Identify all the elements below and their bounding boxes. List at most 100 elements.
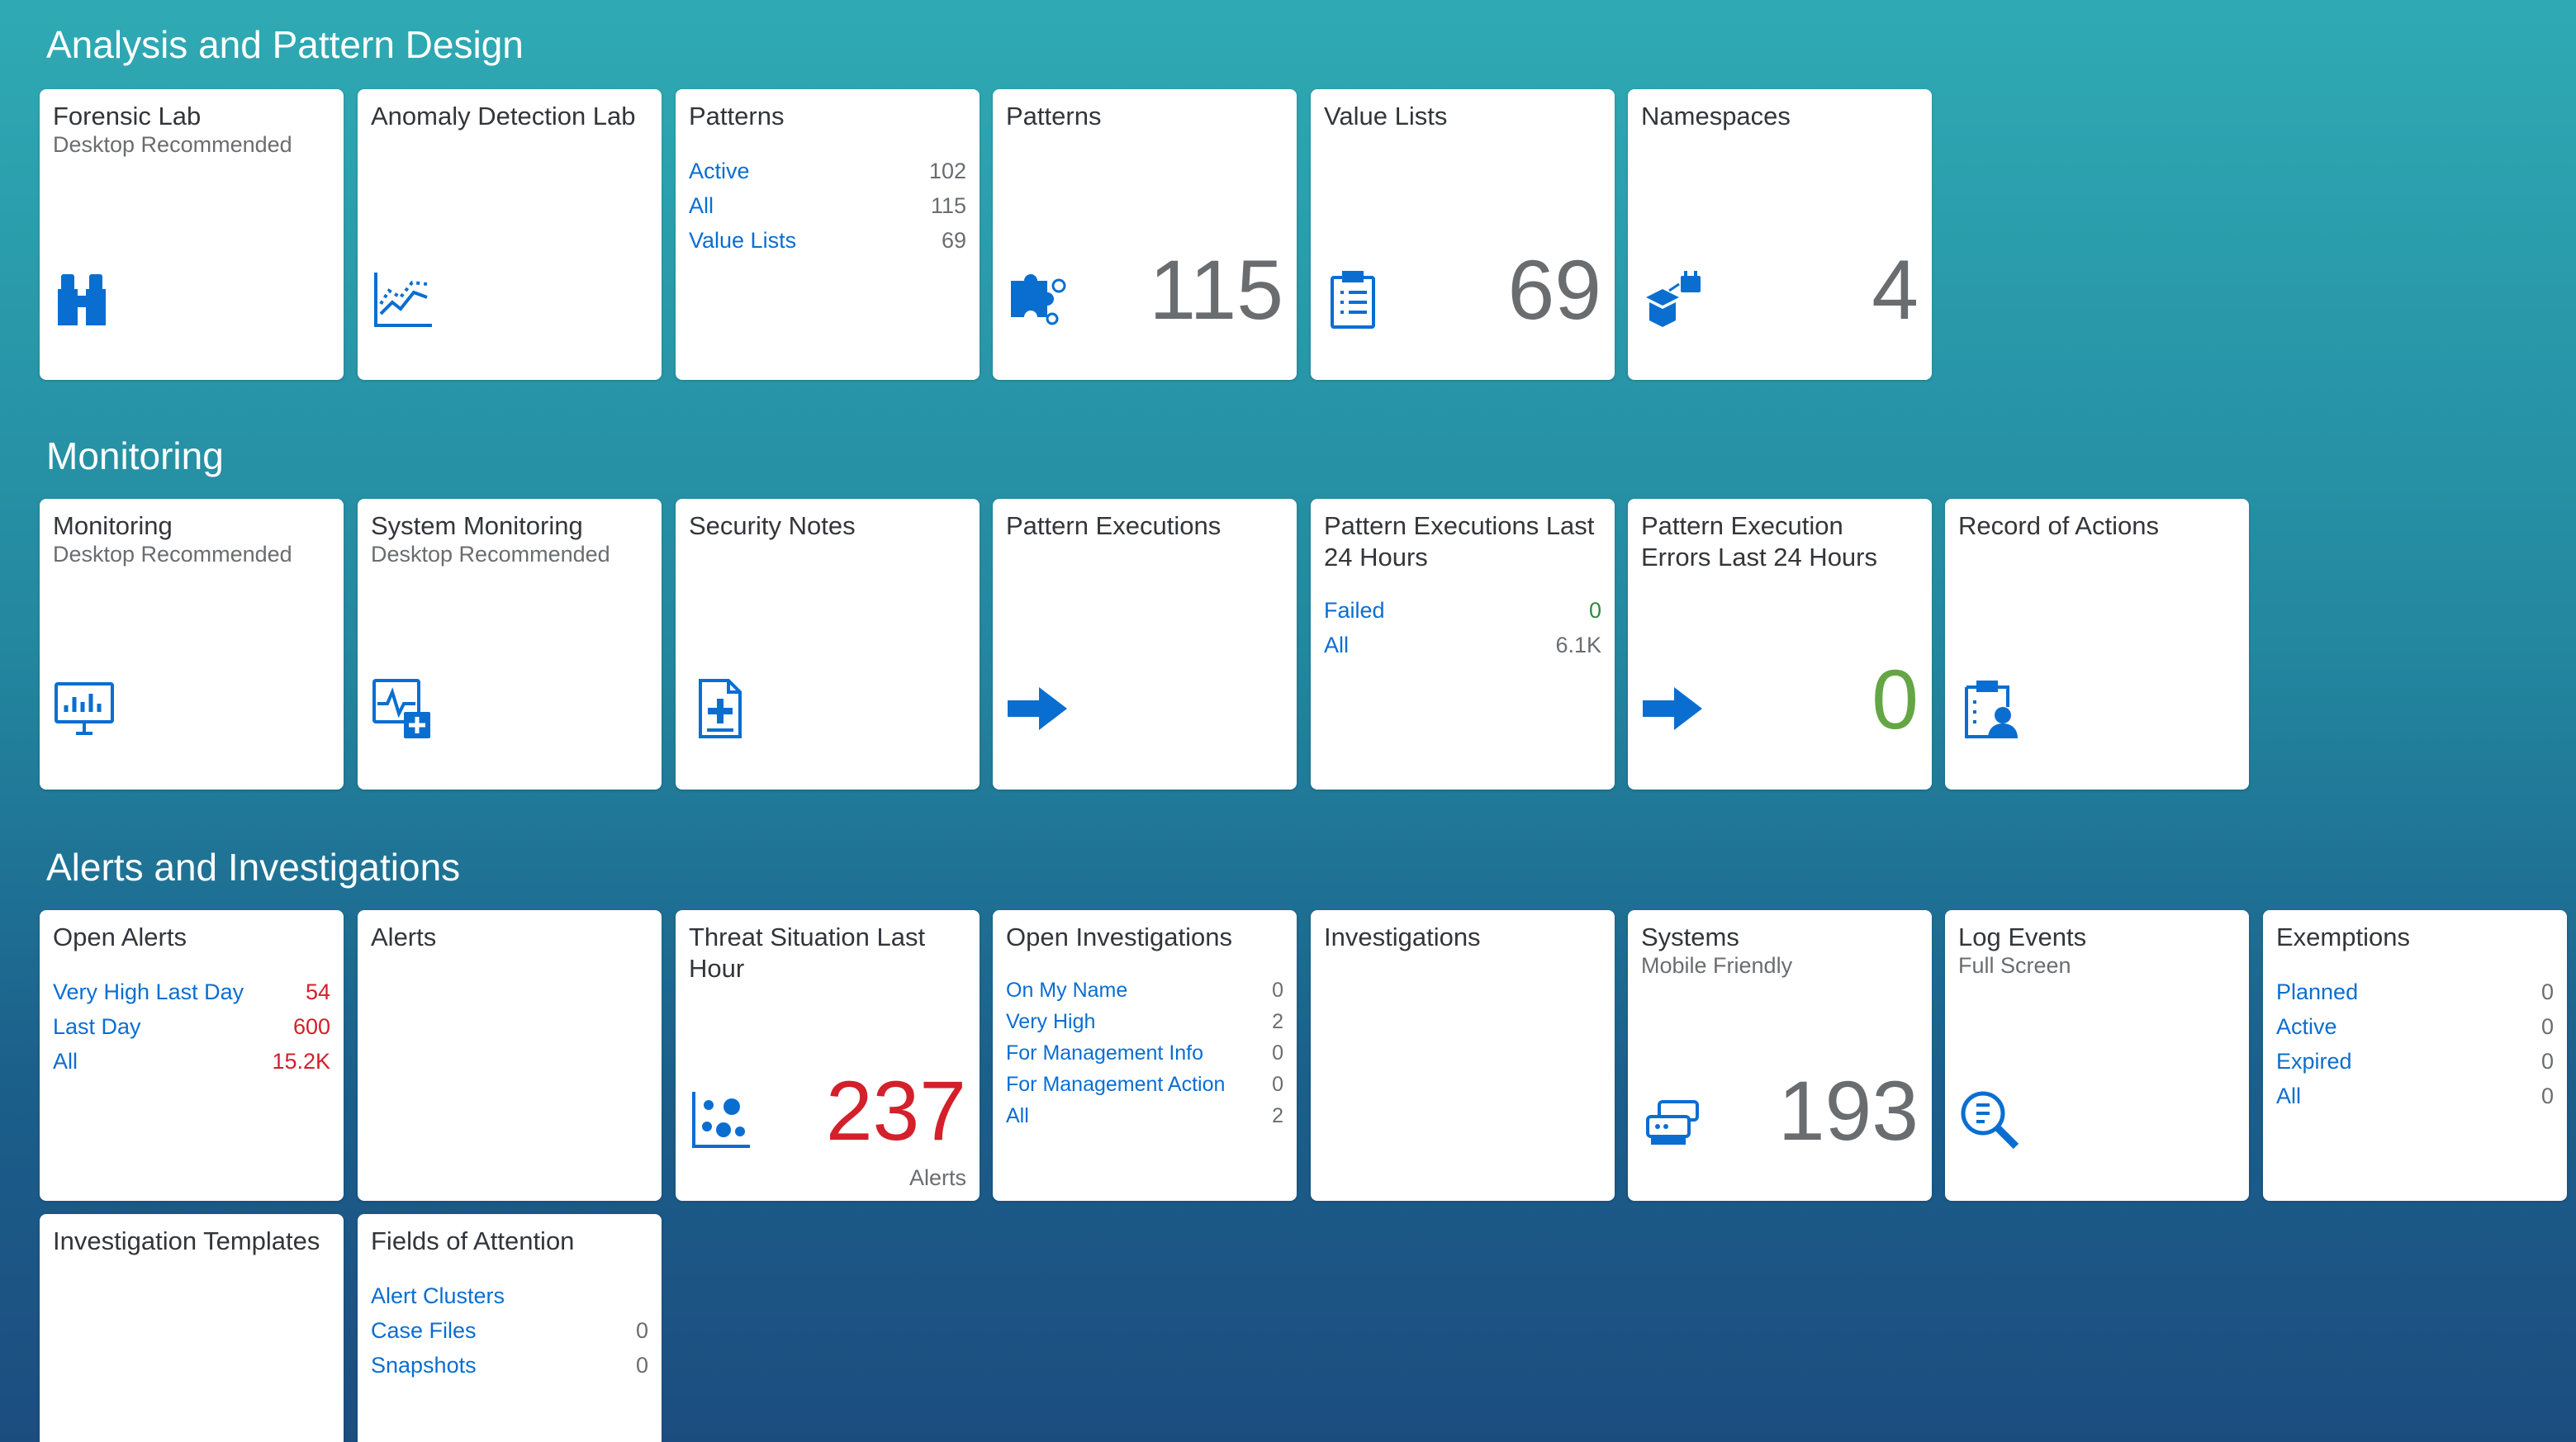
list-item-value: 115 [930, 193, 966, 218]
puzzle-icon [1004, 266, 1070, 332]
tile-threat-situation[interactable]: Threat Situation Last Hour 237 Alerts [676, 910, 980, 1201]
tile-namespaces[interactable]: Namespaces 4 [1628, 89, 1932, 380]
list-item[interactable]: Very High Last Day 54 [53, 975, 330, 1009]
kpi-value: 115 [1149, 243, 1283, 337]
list-item-value: 0 [635, 1353, 648, 1378]
list-item[interactable]: On My Name 0 [1006, 975, 1283, 1006]
tile-title: Alerts [371, 923, 437, 951]
list-item-value: 2 [1272, 1010, 1283, 1033]
list-item-label: All [2276, 1084, 2302, 1108]
tile-title: Systems [1641, 923, 1739, 951]
tile-title: System Monitoring [371, 511, 583, 540]
list-item[interactable]: Active 102 [689, 154, 966, 188]
list-item[interactable]: All 0 [2276, 1079, 2554, 1113]
tile-record-of-actions[interactable]: Record of Actions [1945, 499, 2249, 790]
list-item-label: Expired [2276, 1049, 2352, 1074]
list-item[interactable]: Very High 2 [1006, 1006, 1283, 1037]
arrow-right-icon [1639, 676, 1705, 742]
tile-title: Fields of Attention [371, 1226, 575, 1255]
tile-patterns-list[interactable]: Patterns Active 102 All 115 Value Lists 69 [676, 89, 980, 380]
list-item[interactable]: All 6.1K [1324, 628, 1601, 662]
list-item[interactable]: For Management Info 0 [1006, 1037, 1283, 1069]
list-item-value: 0 [1272, 1041, 1283, 1065]
tile-system-monitoring[interactable]: System Monitoring Desktop Recommended [358, 499, 662, 790]
tile-subtitle: Desktop Recommended [53, 132, 292, 157]
tile-title: Security Notes [689, 511, 856, 540]
binoculars-icon [51, 266, 117, 332]
list-item-label: Planned [2276, 980, 2359, 1004]
list-item-label: Last Day [53, 1014, 141, 1039]
list-item-value: 6.1K [1555, 633, 1601, 657]
kpi-value: 69 [1507, 243, 1601, 337]
section-title-analysis: Analysis and Pattern Design [46, 23, 524, 66]
tile-open-investigations[interactable]: Open Investigations On My Name 0 Very Hig… [993, 910, 1297, 1201]
tile-pattern-executions[interactable]: Pattern Executions [993, 499, 1297, 790]
tile-title: Open Investigations [1006, 923, 1233, 951]
list-item[interactable]: All 15.2K [53, 1044, 330, 1079]
list-item[interactable]: Failed 0 [1324, 593, 1601, 628]
open-alerts-list: Very High Last Day 54 Last Day 600 All 15.2… [53, 975, 330, 1079]
tile-forensic-lab[interactable]: Forensic Lab Desktop Recommended [40, 89, 344, 380]
list-item[interactable]: Active 0 [2276, 1009, 2554, 1044]
list-item-value: 15.2K [272, 1049, 330, 1074]
clipboard-person-icon [1957, 676, 2023, 742]
tile-title: Record of Actions [1958, 511, 2159, 540]
list-item[interactable]: All 2 [1006, 1100, 1283, 1131]
list-item-value: 102 [928, 159, 966, 183]
list-item[interactable]: Case Files 0 [371, 1313, 648, 1348]
tile-log-events[interactable]: Log Events Full Screen [1945, 910, 2249, 1201]
tile-fields-of-attention[interactable]: Fields of Attention Alert Clusters Case … [358, 1214, 662, 1442]
list-item[interactable]: Alert Clusters [371, 1278, 648, 1313]
tile-security-notes[interactable]: Security Notes [676, 499, 980, 790]
list-item-value: 0 [2540, 1049, 2554, 1074]
kpi-value: 193 [1777, 1064, 1919, 1158]
tile-investigations[interactable]: Investigations [1311, 910, 1615, 1201]
tile-pattern-errors-24h[interactable]: Pattern Execution Errors Last 24 Hours 0 [1628, 499, 1932, 790]
tile-value-lists[interactable]: Value Lists 69 [1311, 89, 1615, 380]
list-item-value: 69 [941, 228, 966, 253]
monitor-chart-icon [51, 676, 117, 742]
tile-title: Anomaly Detection Lab [371, 102, 636, 130]
list-item[interactable]: Snapshots 0 [371, 1348, 648, 1383]
list-item[interactable]: Planned 0 [2276, 975, 2554, 1009]
tile-title: Monitoring [53, 511, 173, 540]
list-item[interactable]: Last Day 600 [53, 1009, 330, 1044]
fields-of-attention-list: Alert Clusters Case Files 0 Snapshots 0 [371, 1278, 648, 1383]
list-item-value: 0 [1272, 979, 1283, 1002]
kpi-value: 4 [1872, 243, 1919, 337]
list-item-label: For Management Action [1006, 1073, 1226, 1096]
tile-subtitle: Full Screen [1958, 953, 2071, 978]
box-icon [1639, 266, 1705, 332]
list-item-label: Case Files [371, 1318, 477, 1343]
tile-monitoring[interactable]: Monitoring Desktop Recommended [40, 499, 344, 790]
tile-pattern-executions-24h[interactable]: Pattern Executions Last 24 Hours Failed 0… [1311, 499, 1615, 790]
tile-title: Pattern Executions Last 24 Hours [1324, 511, 1595, 572]
tile-title: Exemptions [2276, 923, 2410, 951]
list-item-label: All [1006, 1104, 1029, 1127]
tile-exemptions[interactable]: Exemptions Planned 0 Active 0 Expired 0 All… [2263, 910, 2567, 1201]
list-item-label: Failed [1324, 598, 1385, 623]
list-item-value: 54 [305, 980, 330, 1004]
tile-investigation-templates[interactable]: Investigation Templates [40, 1214, 344, 1442]
list-item[interactable]: Expired 0 [2276, 1044, 2554, 1079]
list-item[interactable]: For Management Action 0 [1006, 1069, 1283, 1100]
list-item-value: 0 [2540, 1084, 2554, 1108]
kpi-unit: Alerts [908, 1165, 966, 1190]
list-item-label: For Management Info [1006, 1041, 1204, 1065]
list-item[interactable]: All 115 [689, 188, 966, 223]
tile-title: Namespaces [1641, 102, 1791, 130]
tile-anomaly-detection-lab[interactable]: Anomaly Detection Lab [358, 89, 662, 380]
tile-title: Patterns [1006, 102, 1102, 130]
tile-systems[interactable]: Systems Mobile Friendly 193 [1628, 910, 1932, 1201]
tile-title: Patterns [689, 102, 785, 130]
clipboard-list-icon [1322, 266, 1388, 332]
section-title-monitoring: Monitoring [46, 434, 224, 477]
tile-patterns-kpi[interactable]: Patterns 115 [993, 89, 1297, 380]
list-item[interactable]: Value Lists 69 [689, 223, 966, 258]
list-item-label: Active [689, 159, 750, 183]
exemptions-list: Planned 0 Active 0 Expired 0 All 0 [2276, 975, 2554, 1113]
tile-open-alerts[interactable]: Open Alerts Very High Last Day 54 Last Da… [40, 910, 344, 1201]
server-icon [1639, 1087, 1705, 1153]
list-item-label: All [53, 1049, 78, 1074]
tile-alerts[interactable]: Alerts [358, 910, 662, 1201]
